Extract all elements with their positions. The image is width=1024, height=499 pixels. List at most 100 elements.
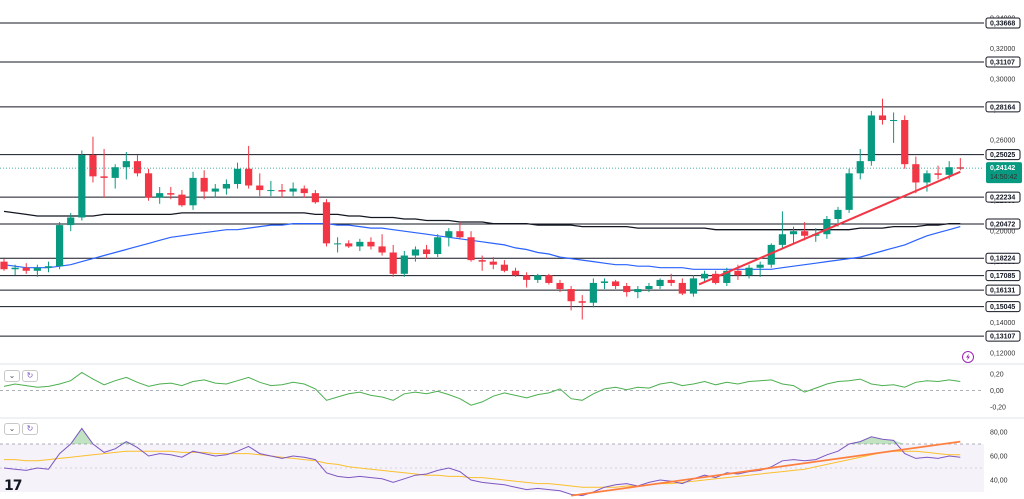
- candle[interactable]: [111, 164, 119, 189]
- candle[interactable]: [378, 234, 386, 256]
- candle[interactable]: [400, 250, 408, 277]
- candle[interactable]: [567, 286, 575, 311]
- refresh-icon[interactable]: ↻: [22, 370, 38, 382]
- price-axis[interactable]: 0,340000,320000,300000,280000,260000,240…: [985, 16, 1022, 485]
- candle[interactable]: [278, 183, 286, 198]
- candle[interactable]: [589, 278, 597, 308]
- candle[interactable]: [345, 240, 353, 248]
- candle[interactable]: [767, 243, 775, 268]
- candle[interactable]: [22, 263, 30, 274]
- candle[interactable]: [823, 215, 831, 239]
- candle[interactable]: [189, 171, 197, 210]
- candle[interactable]: [923, 170, 931, 192]
- candle[interactable]: [434, 234, 442, 258]
- candle[interactable]: [656, 278, 664, 290]
- candle[interactable]: [156, 187, 164, 204]
- candle[interactable]: [523, 272, 531, 288]
- candle[interactable]: [222, 179, 230, 195]
- price-trendline[interactable]: [698, 170, 961, 286]
- candle[interactable]: [200, 170, 208, 200]
- candle[interactable]: [100, 148, 108, 198]
- candle[interactable]: [356, 238, 364, 251]
- candle[interactable]: [289, 182, 297, 197]
- candle[interactable]: [300, 185, 308, 198]
- candle[interactable]: [56, 222, 64, 270]
- chevron-down-icon[interactable]: ⌄: [4, 423, 20, 435]
- candle[interactable]: [167, 187, 175, 200]
- candle[interactable]: [178, 190, 186, 207]
- candle[interactable]: [256, 173, 264, 197]
- candle[interactable]: [322, 199, 331, 247]
- candle[interactable]: [500, 260, 508, 273]
- candle[interactable]: [600, 278, 609, 290]
- candle-body: [534, 275, 542, 280]
- candle[interactable]: [634, 286, 642, 299]
- level-label-box: [985, 17, 1021, 29]
- candle[interactable]: [144, 168, 153, 201]
- candle[interactable]: [534, 273, 542, 283]
- candle[interactable]: [612, 279, 620, 290]
- candle[interactable]: [556, 279, 564, 293]
- candle[interactable]: [411, 246, 420, 262]
- candle[interactable]: [511, 267, 520, 277]
- candle[interactable]: [912, 156, 920, 194]
- candle[interactable]: [44, 261, 53, 273]
- candle[interactable]: [890, 112, 898, 143]
- candle[interactable]: [867, 110, 875, 166]
- level-label-box: [985, 56, 1021, 68]
- refresh-icon[interactable]: ↻: [22, 423, 38, 435]
- candle[interactable]: [334, 237, 342, 253]
- candle[interactable]: [545, 273, 553, 285]
- candle[interactable]: [211, 183, 219, 198]
- candle[interactable]: [745, 264, 753, 279]
- oscillator-pane[interactable]: [0, 371, 984, 406]
- chevron-down-icon[interactable]: ⌄: [4, 370, 20, 382]
- candle[interactable]: [467, 231, 475, 262]
- candle[interactable]: [801, 222, 809, 241]
- candle[interactable]: [689, 275, 698, 297]
- candle[interactable]: [67, 212, 75, 232]
- candle[interactable]: [700, 270, 709, 283]
- candle[interactable]: [389, 244, 397, 277]
- candle[interactable]: [311, 190, 319, 204]
- candle[interactable]: [11, 264, 19, 276]
- rsi-trendline[interactable]: [570, 440, 961, 497]
- candle[interactable]: [723, 267, 731, 286]
- candle[interactable]: [678, 278, 686, 296]
- candle[interactable]: [756, 261, 764, 277]
- candle[interactable]: [422, 244, 431, 259]
- candle[interactable]: [33, 264, 41, 277]
- candle-body: [856, 161, 864, 174]
- candle[interactable]: [367, 237, 375, 250]
- candle[interactable]: [445, 228, 453, 247]
- candle[interactable]: [778, 211, 786, 250]
- candle[interactable]: [233, 162, 242, 189]
- candle[interactable]: [89, 136, 97, 183]
- candle[interactable]: [0, 258, 8, 271]
- candle-body: [734, 270, 742, 276]
- candle[interactable]: [267, 180, 275, 197]
- candle[interactable]: [623, 282, 631, 297]
- candle[interactable]: [478, 255, 486, 271]
- candle[interactable]: [122, 152, 130, 180]
- candle[interactable]: [856, 148, 864, 180]
- candle[interactable]: [645, 282, 653, 293]
- candle[interactable]: [133, 155, 142, 177]
- candle[interactable]: [578, 295, 586, 320]
- candle-body: [700, 273, 709, 279]
- candle[interactable]: [934, 165, 942, 180]
- candle[interactable]: [456, 222, 464, 239]
- lightning-icon[interactable]: [962, 351, 974, 363]
- candle[interactable]: [845, 168, 853, 213]
- candle[interactable]: [834, 206, 842, 227]
- candle[interactable]: [878, 98, 887, 125]
- candle[interactable]: [245, 145, 253, 189]
- price-pane[interactable]: [0, 22, 1024, 419]
- candle[interactable]: [901, 115, 909, 169]
- candle[interactable]: [667, 273, 675, 286]
- rsi-pane[interactable]: [0, 427, 984, 497]
- candle[interactable]: [78, 150, 86, 221]
- candle[interactable]: [789, 226, 798, 244]
- candle[interactable]: [489, 257, 497, 270]
- candle-body: [400, 255, 408, 274]
